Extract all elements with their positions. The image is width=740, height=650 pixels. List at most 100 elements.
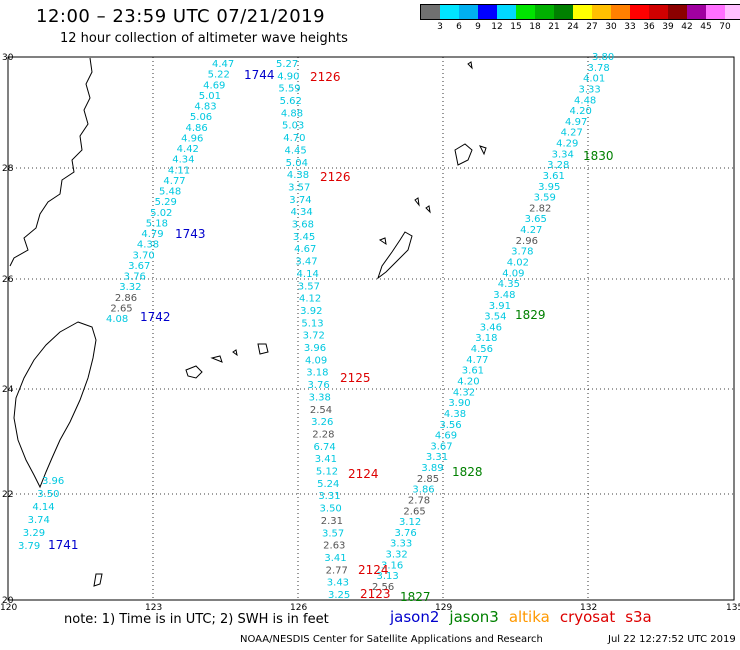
wave-height-value: 4.47 [212,59,234,70]
pass-time-labels: 1744 1743 1742 1741 2126 2126 2125 2124 2124 2123… [48,68,614,604]
wave-height-value: 4.34 [291,207,313,218]
legend-swatch [573,5,592,19]
wave-height-value: 4.42 [177,144,199,155]
legend-tick-label: 36 [643,22,655,32]
wave-height-value: 4.35 [498,279,520,290]
wave-height-value: 3.46 [480,322,502,333]
pass-time-label: 1741 [48,538,79,552]
lon-label: 123 [145,603,162,613]
legend-swatch [421,5,440,19]
wave-height-value: 5.02 [150,208,172,219]
wave-height-value: 2.28 [312,429,334,440]
wave-height-value: 5.03 [282,121,304,132]
wave-height-value: 4.29 [556,139,578,150]
wave-height-value: 4.70 [283,133,305,144]
legend-tick-label: 15 [510,22,522,32]
wave-height-value: 5.48 [159,187,181,198]
longitude-labels: 120 123 126 129 132 135 [0,603,740,613]
wave-height-value: 3.72 [303,331,325,342]
wave-height-value: 4.27 [520,225,542,236]
wave-height-value: 3.57 [288,182,310,193]
wave-height-value: 4.14 [32,502,54,513]
pass-time-label: 1829 [515,308,546,322]
wave-height-value: 5.13 [301,318,323,329]
wave-height-value: 4.20 [457,376,479,387]
wave-height-value: 4.27 [561,128,583,139]
wave-height-value: 4.34 [172,155,194,166]
wave-height-value: 3.74 [289,195,311,206]
wave-height-value: 3.18 [475,333,497,344]
wave-height-value: 3.76 [394,528,416,539]
wave-height-value: 4.48 [574,95,596,106]
wave-height-value: 4.09 [502,268,524,279]
wave-height-value: 3.76 [307,380,329,391]
wave-height-value: 3.56 [439,420,461,431]
wave-height-value: 4.14 [297,269,319,280]
legend-tick-label: 70 [719,22,731,32]
wave-height-value: 3.86 [412,485,434,496]
wave-height-value: 3.68 [292,220,314,231]
wave-height-value: 3.26 [311,417,333,428]
wave-height-value: 3.48 [493,290,515,301]
wave-height-value: 3.57 [298,281,320,292]
wave-height-value: 2.31 [321,516,343,527]
lat-label: 20 [2,596,14,606]
wave-height-value: 4.77 [466,355,488,366]
legend-tick-label: 42 [681,22,693,32]
legend-tick-label: 9 [475,22,481,32]
wave-height-value: 3.38 [309,392,331,403]
legend-swatch [497,5,516,19]
wave-height-value: 3.78 [511,247,533,258]
lat-lon-grid [8,57,734,600]
legend-tick-label: 39 [662,22,674,32]
wave-height-value: 3.65 [525,214,547,225]
wave-height-value: 3.89 [421,463,443,474]
wave-height-value: 3.43 [327,578,349,589]
lon-label: 129 [435,603,452,613]
satellite-legend-item: s3a [625,608,652,626]
wave-height-value: 5.62 [280,96,302,107]
wave-height-value: 5.27 [276,59,298,70]
legend-swatch [478,5,497,19]
legend-swatch [459,5,478,19]
wave-height-value: 4.86 [186,123,208,134]
wave-height-value: 3.16 [381,560,403,571]
wave-height-value: 4.32 [453,387,475,398]
wave-height-value: 2.86 [115,293,137,304]
map-frame [7,56,735,601]
altimeter-tracks: 4.475.224.695.014.835.064.864.964.424.34… [18,52,614,601]
lon-label: 126 [290,603,307,613]
latitude-labels: 30 28 26 24 22 20 [2,53,14,606]
wave-height-value: 2.65 [110,303,132,314]
legend-swatch [516,5,535,19]
lat-label: 28 [2,164,14,174]
wave-height-value: 3.80 [592,52,614,63]
wave-height-value: 4.79 [141,229,163,240]
islands [93,61,487,587]
generated-timestamp: Jul 22 12:27:52 UTC 2019 [608,634,736,645]
wave-height-value: 5.59 [278,84,300,95]
pass-time-label: 1742 [140,310,171,324]
lon-label: 120 [0,603,17,613]
wave-height-value: 3.54 [484,312,506,323]
legend-swatch [592,5,611,19]
wave-height-value: 3.45 [293,232,315,243]
lat-label: 26 [2,275,14,285]
pass-time-label: 2124 [358,563,389,577]
wave-height-value: 5.04 [286,158,308,169]
wave-height-value: 3.13 [376,571,398,582]
legend-tick-label: 21 [548,22,560,32]
wave-height-value: 3.18 [306,368,328,379]
wave-height-value: 4.09 [305,355,327,366]
legend-tick-label: 45 [700,22,712,32]
legend-swatch [611,5,630,19]
wave-height-value: 4.96 [181,133,203,144]
wave-height-value: 4.38 [137,240,159,251]
legend-tick-label: 3 [437,22,443,32]
pass-time-label: 2126 [320,170,351,184]
map-subtitle: 12 hour collection of altimeter wave hei… [60,31,348,46]
wave-height-value: 3.28 [547,160,569,171]
